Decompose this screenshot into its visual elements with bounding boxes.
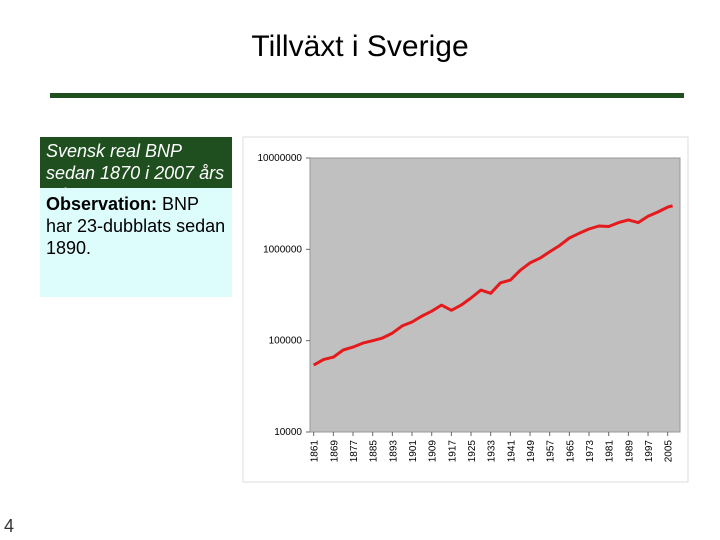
- x-tick-label: 1941: [506, 440, 517, 463]
- x-tick-label: 1965: [565, 440, 576, 463]
- y-tick-label: 10000000: [258, 153, 303, 164]
- observation-label: Observation:: [46, 194, 158, 214]
- x-tick-label: 1981: [605, 440, 616, 463]
- x-tick-label: 1917: [447, 440, 458, 463]
- chart-caption: Svensk real BNP sedan 1870 i 2007 års pr…: [40, 137, 232, 191]
- x-tick-label: 1949: [526, 440, 537, 463]
- y-tick-label: 1000000: [263, 244, 302, 255]
- x-tick-label: 1997: [644, 440, 655, 463]
- slide-title: Tillväxt i Sverige: [251, 30, 469, 63]
- x-tick-label: 1973: [585, 440, 596, 463]
- x-tick-label: 1909: [428, 440, 439, 463]
- plot-area: [309, 157, 681, 433]
- x-tick-label: 1893: [388, 440, 399, 463]
- x-tick-label: 1877: [349, 440, 360, 463]
- y-tick-label: 100000: [269, 336, 303, 347]
- x-tick-label: 2005: [664, 440, 675, 463]
- observation-box: Observation: BNP har 23-dubblats sedan 1…: [40, 188, 232, 297]
- y-tick-label: 10000: [274, 427, 302, 438]
- gdp-line: [312, 204, 673, 367]
- x-tick-label: 1901: [408, 440, 419, 463]
- page-number: 4: [4, 516, 15, 536]
- x-tick-label: 1957: [546, 440, 557, 463]
- x-tick-label: 1869: [329, 440, 340, 463]
- x-tick-label: 1989: [624, 440, 635, 463]
- x-tick-label: 1925: [467, 440, 478, 463]
- observation-text: BNP har 23-dubblats sedan 1890.: [46, 194, 226, 258]
- x-tick-label: 1861: [310, 440, 321, 463]
- x-tick-label: 1933: [487, 440, 498, 463]
- x-tick-label: 1885: [369, 440, 380, 463]
- title-rule: [50, 93, 684, 98]
